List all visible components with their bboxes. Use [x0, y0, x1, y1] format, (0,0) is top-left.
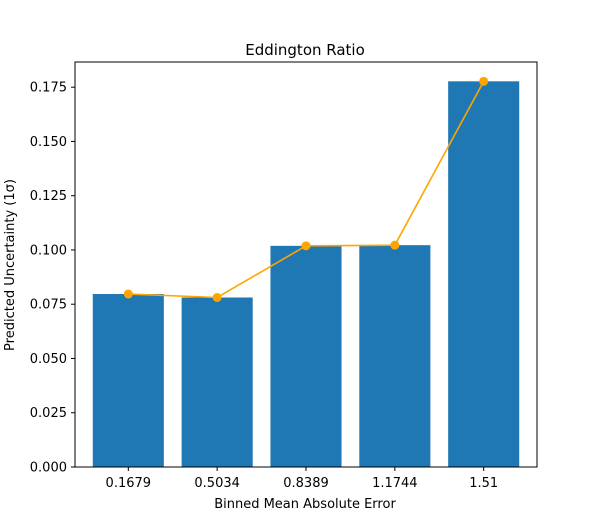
y-tick-label: 0.075: [30, 298, 67, 313]
x-axis: 0.1679 0.5034 0.8389 1.1744 1.51: [106, 467, 498, 491]
bar-0.1679: [92, 294, 164, 467]
bar-0.5034: [181, 297, 253, 467]
y-tick-label: 0.050: [30, 352, 67, 367]
y-axis: 0.000 0.025 0.050 0.075 0.100 0.125 0.150 0.175: [30, 81, 75, 476]
line-marker-1.1744: [390, 240, 400, 250]
x-tick-label: 0.8389: [283, 476, 329, 491]
x-axis-label: Binned Mean Absolute Error: [214, 497, 396, 512]
y-tick-label: 0.125: [30, 189, 67, 204]
line-series: [123, 76, 489, 302]
line-marker-1.51: [479, 76, 489, 86]
x-tick-label: 0.5034: [194, 476, 240, 491]
bar-series: [92, 81, 520, 467]
bar-1.1744: [359, 245, 431, 467]
x-tick-label: 1.1744: [372, 476, 418, 491]
y-tick-label: 0.100: [30, 243, 67, 258]
line-marker-0.1679: [123, 289, 133, 299]
y-tick-label: 0.000: [30, 461, 67, 476]
bar-0.8389: [270, 245, 342, 467]
chart-title: Eddington Ratio: [245, 41, 365, 59]
y-tick-label: 0.150: [30, 135, 67, 150]
line-marker-0.5034: [212, 292, 222, 302]
y-tick-label: 0.025: [30, 406, 67, 421]
bar-1.51: [448, 81, 520, 467]
line-marker-0.8389: [301, 241, 311, 251]
x-tick-label: 1.51: [469, 476, 498, 491]
y-axis-label: Predicted Uncertainty (1σ): [3, 179, 18, 351]
x-tick-label: 0.1679: [106, 476, 152, 491]
y-tick-label: 0.175: [30, 81, 67, 96]
